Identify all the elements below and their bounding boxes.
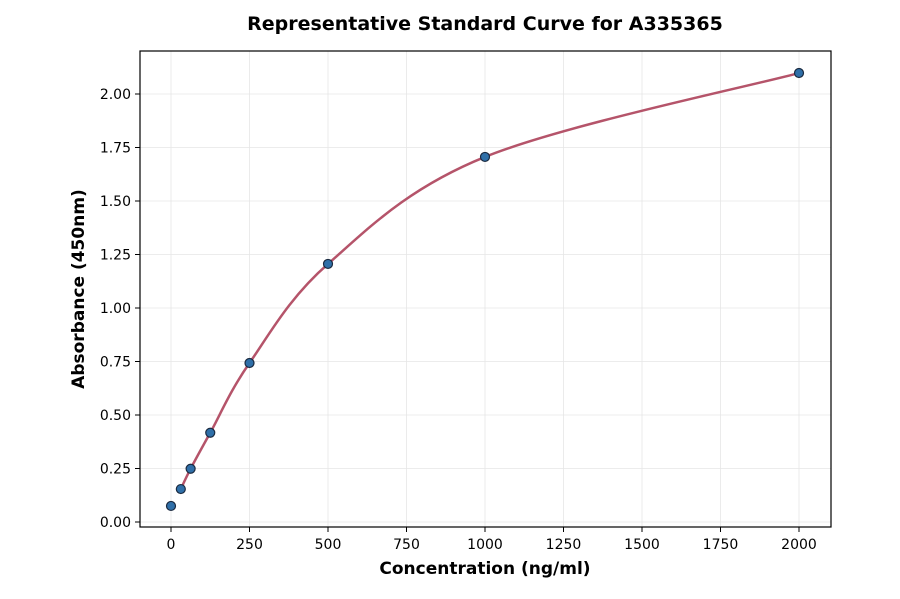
chart-title: Representative Standard Curve for A33536… xyxy=(247,13,723,35)
y-tick-label: 0.00 xyxy=(100,515,131,531)
y-tick-label: 0.50 xyxy=(100,408,131,424)
data-point xyxy=(205,427,216,438)
x-tick-label: 1000 xyxy=(467,537,503,553)
y-tick-label: 1.75 xyxy=(100,141,131,157)
y-tick-label: 1.00 xyxy=(100,301,131,317)
plot-frame xyxy=(139,50,832,528)
x-axis-label: Concentration (ng/ml) xyxy=(379,559,590,579)
y-tick-label: 2.00 xyxy=(100,87,131,103)
data-point xyxy=(185,463,196,474)
data-point xyxy=(244,357,255,369)
y-tick-label: 0.75 xyxy=(100,355,131,371)
y-axis-label: Absorbance (450nm) xyxy=(69,189,89,389)
data-point xyxy=(165,500,177,512)
x-tick-label: 1500 xyxy=(624,537,660,553)
data-point xyxy=(322,258,334,270)
x-tick-label: 250 xyxy=(236,537,263,553)
x-tick-label: 1250 xyxy=(546,537,582,553)
data-point xyxy=(175,483,186,495)
x-tick-label: 0 xyxy=(167,537,176,553)
y-tick-label: 1.50 xyxy=(100,194,131,210)
y-tick-label: 0.25 xyxy=(100,462,131,478)
data-point xyxy=(479,151,491,163)
x-tick-label: 500 xyxy=(315,537,342,553)
data-point xyxy=(793,67,805,79)
x-tick-label: 2000 xyxy=(781,537,817,553)
fit-curve xyxy=(179,71,800,490)
x-tick-label: 750 xyxy=(393,537,420,553)
y-tick-label: 1.25 xyxy=(100,248,131,264)
x-tick-label: 1750 xyxy=(703,537,739,553)
